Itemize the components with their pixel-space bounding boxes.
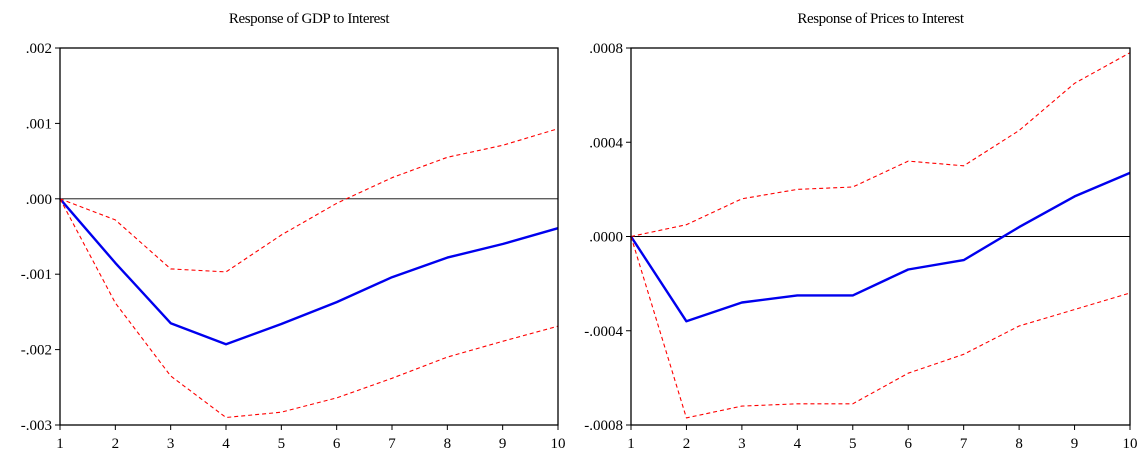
y-tick-label: -.002 xyxy=(21,343,52,359)
series-line-upper-band xyxy=(630,52,1131,238)
series-line-lower-band xyxy=(59,198,559,419)
data-point-lower-band xyxy=(114,302,116,304)
y-tick-label: .0000 xyxy=(589,230,623,246)
x-tick-label: 3 xyxy=(167,436,175,452)
data-point-response xyxy=(907,268,909,270)
data-point-upper-band xyxy=(741,198,743,200)
series-line-response xyxy=(59,198,559,346)
data-point-upper-band xyxy=(391,176,393,178)
data-point-lower-band xyxy=(280,411,282,413)
x-tick-label: 4 xyxy=(222,436,230,452)
data-point-lower-band xyxy=(1073,308,1075,310)
chart-title: Response of GDP to Interest xyxy=(229,11,391,27)
y-tick-label: -.001 xyxy=(21,267,52,283)
data-point-lower-band xyxy=(685,417,687,419)
data-point-upper-band xyxy=(114,219,116,221)
data-point-upper-band xyxy=(501,144,503,146)
data-point-upper-band xyxy=(335,202,337,204)
plot-frame xyxy=(630,47,1131,426)
data-point-lower-band xyxy=(446,356,448,358)
data-point-lower-band xyxy=(852,403,854,405)
series-line-lower-band xyxy=(630,236,1131,419)
data-point-response xyxy=(1073,195,1075,197)
data-point-lower-band xyxy=(169,375,171,377)
x-tick-label: 3 xyxy=(738,436,746,452)
data-point-response xyxy=(501,243,503,245)
data-point-lower-band xyxy=(741,405,743,407)
data-point-response xyxy=(796,294,798,296)
data-point-lower-band xyxy=(225,416,227,418)
data-point-upper-band xyxy=(1073,82,1075,84)
y-tick-label: .0004 xyxy=(589,135,623,151)
data-point-upper-band xyxy=(796,188,798,190)
data-point-response xyxy=(335,301,337,303)
data-point-upper-band xyxy=(852,186,854,188)
data-point-upper-band xyxy=(280,234,282,236)
chart-gdp-response: Response of GDP to Interest .002 .001 .000… xyxy=(21,11,566,452)
y-tick-label: .000 xyxy=(26,192,52,208)
series-line-upper-band xyxy=(59,128,559,273)
data-point-upper-band xyxy=(962,165,964,167)
x-tick-label: 10 xyxy=(1123,436,1138,452)
data-point-response xyxy=(852,294,854,296)
x-tick-label: 9 xyxy=(499,436,507,452)
y-tick-label: .001 xyxy=(26,116,52,132)
chart-title: Response of Prices to Interest xyxy=(797,11,965,27)
data-point-lower-band xyxy=(335,397,337,399)
data-point-lower-band xyxy=(501,340,503,342)
data-point-lower-band xyxy=(962,353,964,355)
x-tick-label: 5 xyxy=(278,436,286,452)
x-tick-label: 2 xyxy=(112,436,120,452)
x-tick-label: 10 xyxy=(551,436,566,452)
plot-frame xyxy=(59,47,559,426)
data-point-response xyxy=(685,320,687,322)
data-point-upper-band xyxy=(907,160,909,162)
x-tick-label: 2 xyxy=(683,436,691,452)
chart-panel-gdp: Response of GDP to Interest .002 .001 .000… xyxy=(0,0,573,458)
chart-panel-prices: Response of Prices to Interest .0008 .000… xyxy=(573,0,1146,458)
x-tick-label: 6 xyxy=(333,436,341,452)
data-point-response xyxy=(391,276,393,278)
x-tick-label: 1 xyxy=(627,436,635,452)
data-point-response xyxy=(741,301,743,303)
x-tick-label: 6 xyxy=(904,436,912,452)
x-tick-label: 7 xyxy=(960,436,968,452)
x-tick-label: 4 xyxy=(794,436,802,452)
x-tick-label: 5 xyxy=(849,436,857,452)
x-tick-label: 8 xyxy=(1015,436,1023,452)
data-point-response xyxy=(1018,226,1020,228)
x-tick-label: 9 xyxy=(1071,436,1079,452)
data-point-response xyxy=(280,323,282,325)
data-point-lower-band xyxy=(391,377,393,379)
x-tick-label: 8 xyxy=(444,436,452,452)
data-point-upper-band xyxy=(169,268,171,270)
y-tick-label: .002 xyxy=(26,41,52,57)
x-tick-label: 1 xyxy=(56,436,64,452)
y-tick-label: -.0004 xyxy=(584,324,623,340)
data-point-response xyxy=(169,322,171,324)
x-tick-label: 7 xyxy=(388,436,396,452)
data-point-lower-band xyxy=(907,372,909,374)
data-point-lower-band xyxy=(1018,325,1020,327)
data-point-upper-band xyxy=(685,224,687,226)
y-tick-label: .0008 xyxy=(589,41,623,57)
chart-prices-response: Response of Prices to Interest .0008 .000… xyxy=(584,11,1138,452)
data-point-response xyxy=(225,343,227,345)
y-tick-label: -.003 xyxy=(21,418,52,434)
data-point-upper-band xyxy=(446,156,448,158)
data-point-response xyxy=(446,256,448,258)
y-tick-label: -.0008 xyxy=(584,418,623,434)
data-point-response xyxy=(962,259,964,261)
data-point-upper-band xyxy=(225,271,227,273)
data-point-upper-band xyxy=(1018,129,1020,131)
series-line-response xyxy=(629,171,1131,323)
data-point-response xyxy=(114,262,116,264)
data-point-lower-band xyxy=(796,403,798,405)
